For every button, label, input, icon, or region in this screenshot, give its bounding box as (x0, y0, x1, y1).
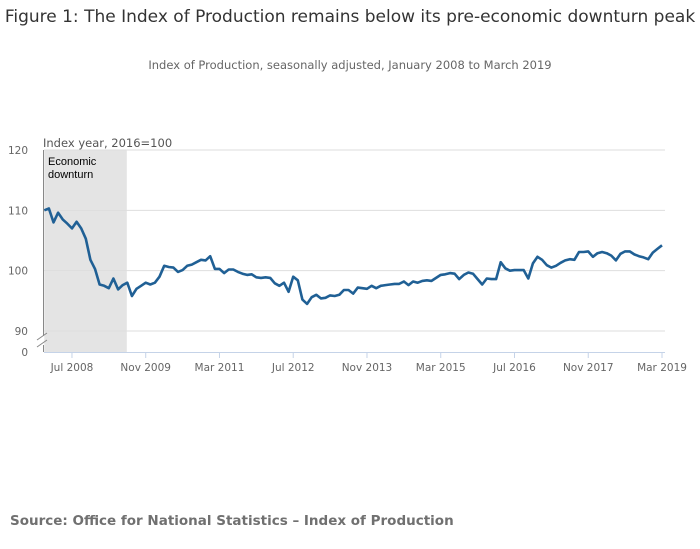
y-tick-label: 110 (8, 205, 28, 217)
shaded-region-label: Economic downturn (48, 156, 97, 181)
index-of-production-line (43, 207, 663, 306)
y-tick-label: 0 (21, 347, 28, 359)
axis-break-icon (36, 332, 48, 348)
x-tick-label: Jul 2016 (492, 362, 536, 374)
x-tick-label: Mar 2015 (416, 362, 466, 374)
chart-subtitle: Index of Production, seasonally adjusted… (148, 58, 552, 72)
y-tick-label: 120 (8, 145, 28, 157)
shaded-region-economic-downturn (44, 150, 127, 352)
x-tick-label: Jul 2008 (50, 362, 94, 374)
y-axis-label: Index year, 2016=100 (43, 136, 172, 150)
x-tick-label: Mar 2011 (195, 362, 245, 374)
x-tick-label: Jul 2012 (271, 362, 315, 374)
chart-title: Figure 1: The Index of Production remain… (4, 7, 696, 27)
x-tick-label: Nov 2017 (563, 362, 614, 374)
y-tick-label: 100 (8, 266, 28, 278)
source-note: Source: Office for National Statistics –… (10, 513, 454, 529)
x-tick-label: Nov 2009 (120, 362, 171, 374)
x-tick-label: Mar 2019 (637, 362, 687, 374)
x-tick-label: Nov 2013 (342, 362, 393, 374)
y-tick-label: 90 (15, 326, 28, 338)
